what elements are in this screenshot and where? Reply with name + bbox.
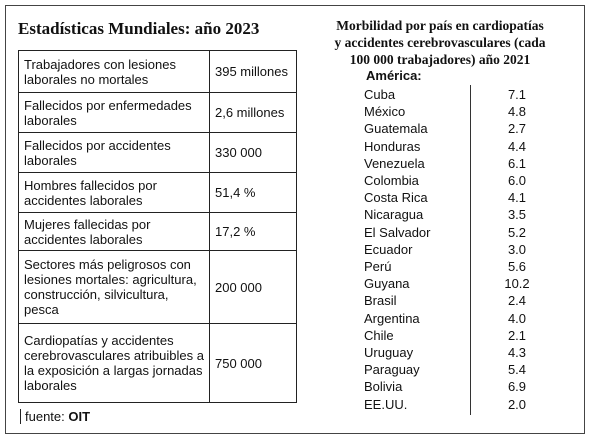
table-row: Sectores más peligrosos con lesiones mor…: [18, 250, 297, 324]
row-value: 750 000: [209, 323, 297, 403]
row-label: Mujeres fallecidas por accidentes labora…: [18, 212, 210, 251]
country: Paraguay: [364, 362, 420, 378]
country: Venezuela: [364, 155, 425, 171]
country: Perú: [364, 259, 392, 274]
left-title: Estadísticas Mundiales: año 2023: [18, 19, 260, 38]
country: México: [364, 104, 406, 120]
rate: 2.1: [507, 327, 527, 343]
row-label: Fallecidos por enfermedades laborales: [18, 92, 210, 133]
country: Brasil: [364, 293, 397, 309]
stats-table: Trabajadores con lesiones laborales no m…: [18, 50, 297, 403]
country: El Salvador: [364, 224, 431, 240]
rate: 2.4: [507, 293, 527, 309]
rate: 3.5: [507, 207, 527, 223]
country: Guyana: [364, 276, 410, 292]
rate: 10.2: [504, 276, 530, 292]
row-label: Cardiopatías y accidentes cerebrovascula…: [18, 323, 210, 403]
rate: 4.0: [507, 310, 527, 326]
table-row: Hombres fallecidos por accidentes labora…: [18, 172, 297, 213]
title-line: Morbilidad por país en cardiopatías: [336, 18, 544, 33]
source-label: fuente:: [25, 409, 65, 424]
country: Colombia: [364, 173, 419, 188]
title-line: y accidentes cerebrovasculares (cada: [334, 35, 546, 50]
rate: 6.0: [507, 173, 527, 188]
row-label: Fallecidos por accidentes laborales: [18, 132, 210, 173]
rate: 4.4: [507, 138, 527, 154]
country: Honduras: [364, 138, 421, 154]
rate: 4.8: [507, 104, 527, 120]
rate: 7.1: [507, 87, 527, 102]
country: Cuba: [364, 87, 396, 102]
rate: 3.0: [507, 241, 527, 257]
row-label: Hombres fallecidos por accidentes labora…: [18, 172, 210, 213]
country: EE.UU.: [364, 396, 408, 412]
country: Bolivia: [364, 379, 403, 395]
divider: [470, 85, 471, 415]
row-value: 330 000: [209, 132, 297, 173]
table-row: Mujeres fallecidas por accidentes labora…: [18, 212, 297, 251]
rate: 4.3: [507, 345, 527, 360]
table-row: Cardiopatías y accidentes cerebrovascula…: [18, 323, 297, 403]
table-row: Fallecidos por enfermedades laborales 2,6…: [18, 92, 297, 133]
rate: 5.2: [507, 224, 527, 240]
row-value: 395 millones: [209, 50, 297, 93]
rate: 2.7: [507, 121, 527, 137]
row-value: 2,6 millones: [209, 92, 297, 133]
country: Ecuador: [364, 241, 413, 257]
rate: 6.9: [507, 379, 527, 395]
country: Uruguay: [364, 345, 414, 360]
rate: 2.0: [507, 396, 527, 412]
row-value: 51,4 %: [209, 172, 297, 213]
row-label: Trabajadores con lesiones laborales no m…: [18, 50, 210, 93]
source-value: OIT: [68, 409, 91, 424]
country: Argentina: [364, 310, 420, 326]
row-value: 17,2 %: [209, 212, 297, 251]
source: fuente: OIT: [20, 409, 90, 424]
country: Guatemala: [364, 121, 428, 137]
country: Costa Rica: [364, 190, 428, 206]
rate: 6.1: [507, 155, 527, 171]
table-row: Trabajadores con lesiones laborales no m…: [18, 50, 297, 93]
rate: 4.1: [507, 190, 527, 206]
row-value: 200 000: [209, 250, 297, 324]
rate: 5.4: [507, 362, 527, 378]
row-label: Sectores más peligrosos con lesiones mor…: [18, 250, 210, 324]
right-title: Morbilidad por país en cardiopatías y acc…: [320, 17, 560, 68]
table-row: Fallecidos por accidentes laborales 330 0…: [18, 132, 297, 173]
country: Nicaragua: [364, 207, 424, 223]
country: Chile: [364, 327, 394, 343]
rate: 5.6: [507, 259, 527, 274]
title-line: 100 000 trabajadores) año 2021: [349, 52, 531, 67]
region: América:: [366, 68, 422, 83]
frame: [5, 5, 585, 434]
